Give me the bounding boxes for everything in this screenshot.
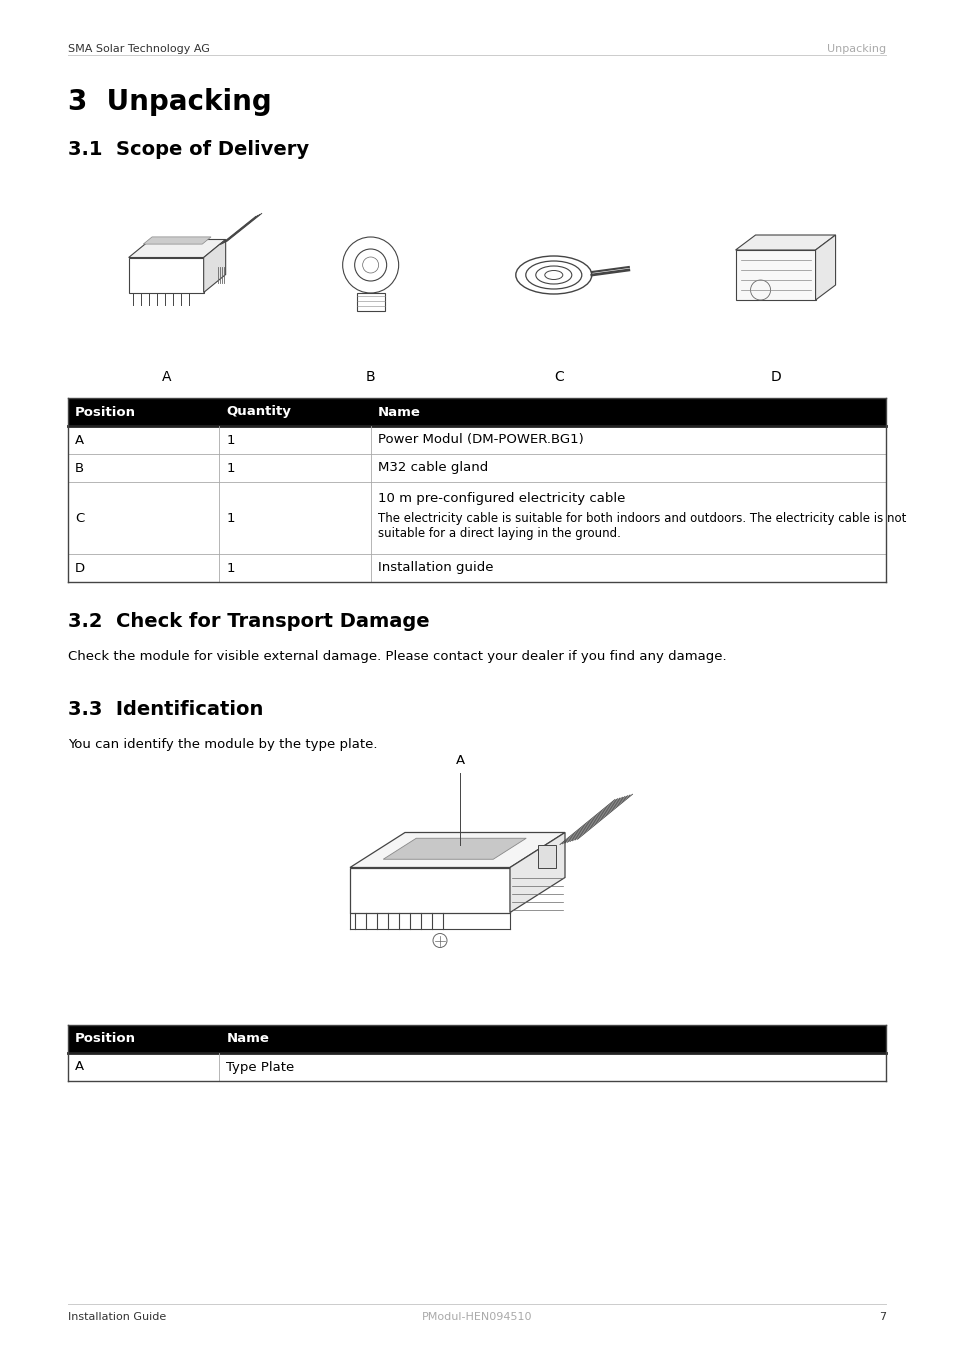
Text: Check the module for visible external damage. Please contact your dealer if you : Check the module for visible external da…: [68, 650, 726, 662]
Bar: [68, 397, 885, 426]
Text: Type Plate: Type Plate: [226, 1060, 294, 1073]
Bar: [68, 1053, 885, 1082]
Text: M32 cable gland: M32 cable gland: [377, 461, 487, 475]
Text: 7: 7: [878, 1311, 885, 1322]
Polygon shape: [383, 838, 526, 860]
Text: A: A: [75, 1060, 84, 1073]
Polygon shape: [735, 250, 815, 300]
Text: 1: 1: [226, 511, 234, 525]
Bar: [68, 554, 885, 581]
Bar: [68, 426, 885, 454]
Text: Quantity: Quantity: [226, 406, 291, 419]
Bar: [68, 454, 885, 483]
Text: Name: Name: [377, 406, 420, 419]
Text: 1: 1: [226, 461, 234, 475]
Text: PModul-HEN094510: PModul-HEN094510: [421, 1311, 532, 1322]
Polygon shape: [537, 845, 556, 868]
Text: B: B: [365, 370, 375, 384]
Text: B: B: [75, 461, 84, 475]
Polygon shape: [129, 239, 226, 257]
Polygon shape: [350, 833, 564, 868]
Text: 10 m pre-configured electricity cable: 10 m pre-configured electricity cable: [377, 492, 624, 506]
Polygon shape: [143, 237, 211, 245]
Text: SMA Solar Technology AG: SMA Solar Technology AG: [68, 45, 210, 54]
Polygon shape: [203, 239, 226, 292]
Bar: [356, 293, 384, 311]
Text: Position: Position: [75, 1033, 136, 1045]
Bar: [68, 1025, 885, 1053]
Text: 3  Unpacking: 3 Unpacking: [68, 88, 272, 116]
Polygon shape: [350, 868, 510, 913]
Text: A: A: [455, 754, 464, 768]
Text: C: C: [554, 370, 563, 384]
Text: A: A: [161, 370, 171, 384]
Text: Installation Guide: Installation Guide: [68, 1311, 166, 1322]
Text: 3.3  Identification: 3.3 Identification: [68, 700, 263, 719]
Text: D: D: [769, 370, 781, 384]
Text: D: D: [75, 561, 85, 575]
Bar: [68, 483, 885, 554]
Text: Unpacking: Unpacking: [826, 45, 885, 54]
Text: Power Modul (DM-POWER.BG1): Power Modul (DM-POWER.BG1): [377, 434, 583, 446]
Text: Installation guide: Installation guide: [377, 561, 493, 575]
Text: Name: Name: [226, 1033, 269, 1045]
Text: C: C: [75, 511, 84, 525]
Text: 1: 1: [226, 561, 234, 575]
Text: 3.1  Scope of Delivery: 3.1 Scope of Delivery: [68, 141, 309, 160]
Polygon shape: [510, 833, 564, 913]
Polygon shape: [735, 235, 835, 250]
Text: 3.2  Check for Transport Damage: 3.2 Check for Transport Damage: [68, 612, 429, 631]
Text: Position: Position: [75, 406, 136, 419]
Text: A: A: [75, 434, 84, 446]
Polygon shape: [815, 235, 835, 300]
Text: 1: 1: [226, 434, 234, 446]
Text: You can identify the module by the type plate.: You can identify the module by the type …: [68, 738, 377, 750]
Text: The electricity cable is suitable for both indoors and outdoors. The electricity: The electricity cable is suitable for bo…: [377, 512, 905, 539]
